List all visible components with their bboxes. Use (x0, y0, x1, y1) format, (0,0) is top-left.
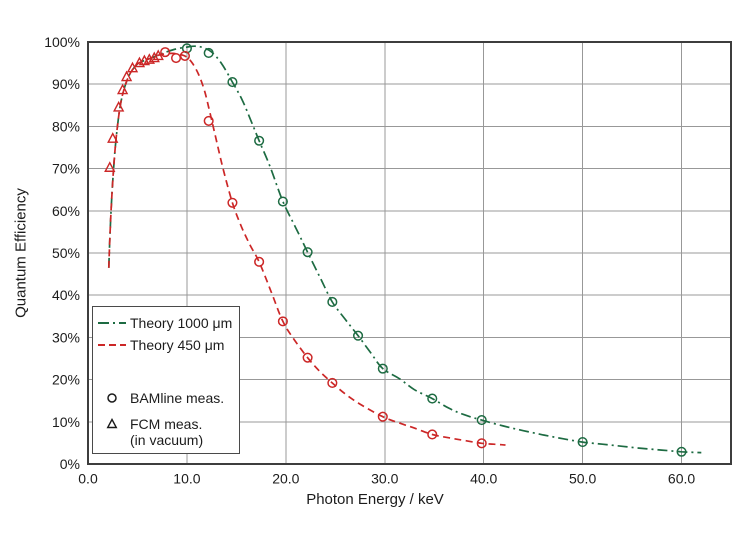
data-point-circle (476, 415, 487, 426)
data-point-circle (377, 411, 388, 422)
y-tick-label: 100% (44, 34, 80, 50)
legend-item-fcm: FCM meas. (97, 415, 202, 433)
data-point-triangle (107, 132, 119, 143)
y-tick-label: 40% (52, 287, 80, 303)
data-point-triangle (126, 61, 139, 73)
dashdot-line-icon (98, 322, 126, 324)
x-tick-label: 50.0 (569, 470, 596, 486)
data-point-triangle (152, 49, 164, 61)
triangle-marker-icon (106, 418, 118, 429)
data-point-triangle (120, 70, 133, 82)
x-tick-label: 40.0 (470, 470, 497, 486)
data-point-circle (302, 247, 313, 258)
y-tick-label: 60% (52, 203, 80, 219)
data-point-circle (254, 135, 265, 146)
x-tick-label: 10.0 (173, 470, 200, 486)
legend-item-fcm-sublabel: (in vacuum) (130, 431, 203, 449)
y-tick-label: 50% (52, 245, 80, 261)
y-tick-label: 30% (52, 329, 80, 345)
x-axis-title: Photon Energy / keV (306, 491, 444, 508)
legend-label-bamline: BAMline meas. (130, 390, 225, 406)
legend-label-fcm: FCM meas. (130, 416, 203, 432)
x-tick-label: 60.0 (668, 470, 695, 486)
data-point-circle (179, 50, 190, 61)
data-point-circle (427, 429, 438, 440)
data-point-circle (227, 197, 238, 208)
x-tick-label: 0.0 (78, 470, 98, 486)
x-tick-label: 30.0 (371, 470, 398, 486)
data-point-circle (676, 446, 687, 457)
data-point-circle (577, 437, 588, 448)
y-axis-title: Quantum Efficiency (12, 188, 30, 318)
data-point-triangle (113, 100, 125, 112)
data-point-circle (377, 363, 388, 374)
data-point-triangle (148, 51, 160, 63)
circle-marker-icon (107, 393, 117, 403)
legend: Theory 1000 μm Theory 450 μm BAMline mea… (92, 306, 240, 454)
y-tick-label: 10% (52, 414, 80, 430)
data-point-circle (254, 256, 265, 267)
data-point-circle (203, 115, 214, 126)
data-point-circle (327, 296, 338, 308)
data-point-circle (353, 330, 364, 341)
data-point-circle (302, 352, 313, 363)
data-point-circle (277, 196, 288, 207)
legend-item-bamline: BAMline meas. (97, 389, 224, 407)
legend-sublabel-fcm: (in vacuum) (130, 432, 204, 448)
y-tick-label: 20% (52, 372, 80, 388)
data-point-circle (170, 52, 182, 64)
x-tick-label: 20.0 (272, 470, 299, 486)
data-point-circle (476, 438, 487, 449)
data-point-circle (427, 393, 438, 404)
y-tick-label: 70% (52, 161, 80, 177)
plot-border (87, 41, 732, 465)
theory-curve (107, 52, 506, 446)
y-tick-label: 80% (52, 118, 80, 134)
data-point-circle (203, 47, 214, 59)
legend-item-theory-1000: Theory 1000 μm (97, 314, 232, 332)
data-point-circle (277, 316, 288, 327)
legend-label-theory-450: Theory 450 μm (130, 337, 225, 353)
data-point-triangle (116, 83, 129, 95)
data-point-circle (160, 47, 171, 58)
y-tick-label: 90% (52, 76, 80, 92)
legend-label-theory-1000: Theory 1000 μm (130, 315, 233, 331)
dashed-line-icon (98, 344, 126, 346)
data-point-triangle (104, 161, 116, 172)
legend-item-theory-450: Theory 450 μm (97, 336, 224, 354)
data-point-circle (327, 377, 338, 389)
data-point-circle (227, 77, 238, 88)
y-tick-label: 0% (60, 456, 80, 472)
